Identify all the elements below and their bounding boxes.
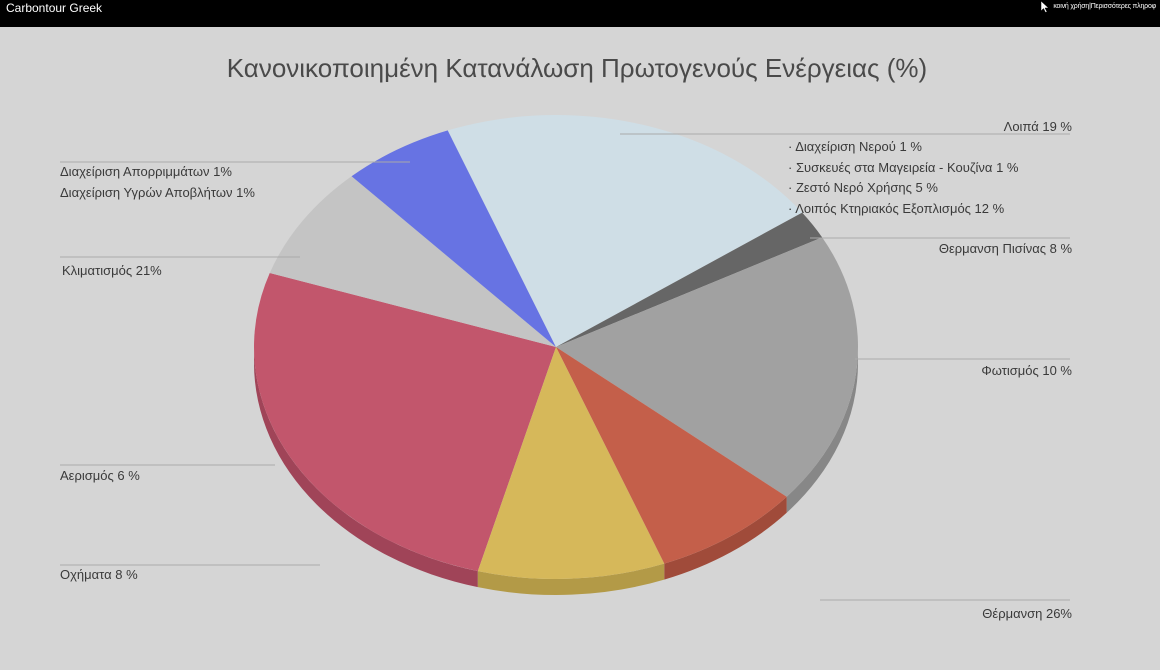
- pie-side-5-0: [786, 347, 858, 513]
- topbar-links[interactable]: κοινή χρήση|Περισσότερες πληροφ: [1053, 3, 1156, 10]
- pie-slice-3: [447, 115, 803, 348]
- label-waste-liquid: Διαχείριση Υγρών Αποβλήτων 1%: [60, 185, 255, 200]
- pie-slice-4: [556, 212, 823, 347]
- chart-title: Κανονικοποιημένη Κατανάλωση Πρωτογενούς …: [227, 53, 927, 83]
- label-vehicles: Οχήματα 8 %: [60, 567, 138, 582]
- pie-slice-2: [351, 130, 556, 347]
- pie-side-6-0: [664, 496, 787, 580]
- app-title: Carbontour Greek: [6, 1, 103, 15]
- pie-side-7-0: [477, 563, 665, 595]
- top-bar: Carbontour Greek κοινή χρήση|Περισσότερε…: [0, 0, 1160, 27]
- pie-side-0-0: [254, 347, 478, 588]
- label-waste-solid: Διαχείριση Απορριμμάτων 1%: [60, 164, 232, 179]
- label-other: Λοιπά 19 %: [1004, 119, 1073, 134]
- label-sub-equipment: · Λοιπός Κτηριακός Εξοπλισμός 12 %: [788, 201, 1005, 216]
- label-lighting: Φωτισμός 10 %: [981, 363, 1072, 378]
- label-ventilation: Αερισμός 6 %: [60, 468, 140, 483]
- pie-top-layer: [254, 115, 858, 579]
- pie-slice-1: [269, 176, 556, 347]
- label-sub-hotwater: · Ζεστό Νερό Χρήσης 5 %: [788, 180, 938, 195]
- label-sub-water: · Διαχείριση Νερού 1 %: [788, 139, 922, 154]
- label-pool-heating: Θερμανση Πισίνας 8 %: [939, 241, 1073, 256]
- chart-area: Κανονικοποιημένη Κατανάλωση Πρωτογενούς …: [0, 27, 1160, 670]
- leader-lines: [60, 133, 1070, 601]
- pie-side-layer: [254, 347, 858, 595]
- cursor-icon: [1040, 1, 1050, 13]
- label-heating: Θέρμανση 26%: [982, 606, 1072, 621]
- pie-slice-7: [477, 347, 665, 579]
- label-sub-kitchen: · Συσκευές στα Μαγειρεία - Κουζίνα 1 %: [788, 160, 1019, 175]
- label-ac: Κλιματισμός 21%: [62, 263, 162, 278]
- pie-chart: Κανονικοποιημένη Κατανάλωση Πρωτογενούς …: [60, 53, 1073, 621]
- pie-slice-5: [556, 237, 858, 497]
- pie-slice-6: [556, 347, 787, 564]
- pie-slice-0: [254, 273, 557, 572]
